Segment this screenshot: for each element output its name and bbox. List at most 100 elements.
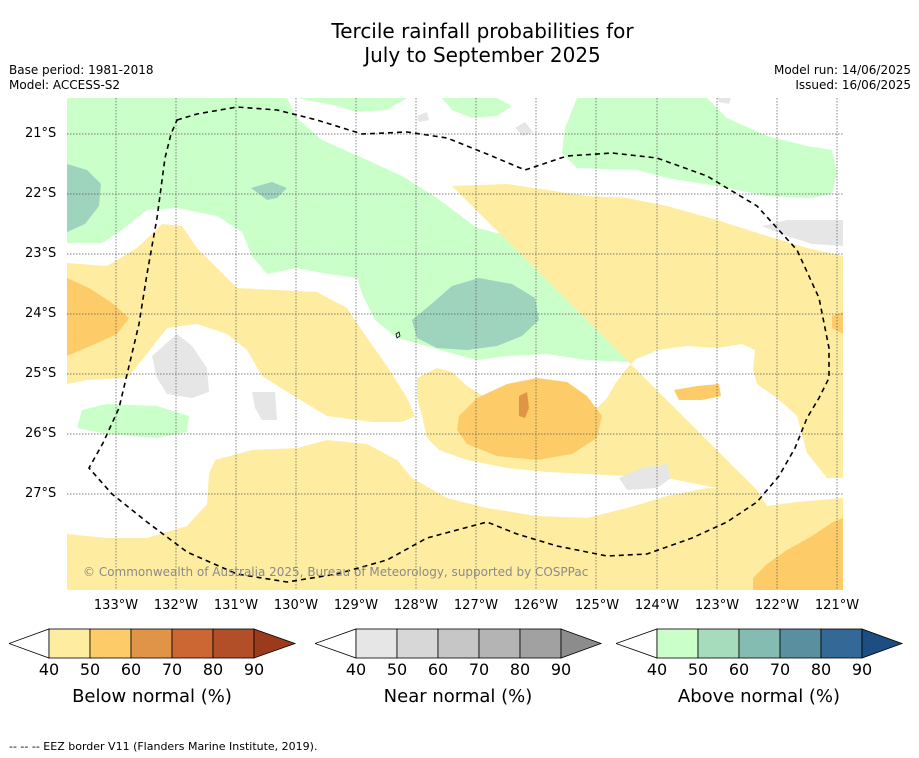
- lon-label-122w: 122°W: [754, 598, 800, 613]
- near-normal-50-regions: [152, 98, 843, 490]
- cbar-near-arrow-low: [315, 628, 357, 659]
- cbar-below-tick: 70: [161, 660, 183, 679]
- cbar-above-tick: 70: [769, 660, 791, 679]
- below60-far-east: [832, 312, 843, 334]
- eez-legend-note: -- -- -- EEZ border V11 (Flanders Marine…: [9, 740, 318, 753]
- lon-label-125w: 125°W: [574, 598, 620, 613]
- title-line-1: Tercile rainfall probabilities for: [331, 19, 634, 43]
- cbar-above-seg-3: [738, 628, 781, 659]
- cbar-near-seg-1: [355, 628, 398, 659]
- cbar-below-tick: 60: [120, 660, 142, 679]
- above60-small-north: [251, 182, 287, 200]
- colorbar-above-title: Above normal (%): [677, 686, 841, 707]
- lon-label-126w: 126°W: [513, 598, 559, 613]
- cbar-near-tick: 40: [345, 660, 367, 679]
- cbar-near-seg-5: [519, 628, 562, 659]
- colorbar-below-title: Below normal (%): [72, 686, 232, 707]
- below-region-east: [67, 184, 843, 590]
- cbar-near-arrow-high: [560, 628, 603, 659]
- cbar-above-arrow-low: [616, 628, 658, 659]
- near-region-southeast: [619, 464, 671, 490]
- below60-east-small: [674, 384, 721, 400]
- map-copyright: © Commonwealth of Australia 2025, Bureau…: [83, 565, 588, 579]
- cbar-above-tick: 80: [810, 660, 832, 679]
- contour-mark-1: [395, 331, 401, 339]
- title-line-2: July to September 2025: [364, 43, 601, 67]
- near-region-top-1: [417, 112, 429, 122]
- lon-label-129w: 129°W: [333, 598, 379, 613]
- near-region-top-3: [717, 98, 731, 104]
- lon-label-124w: 124°W: [634, 598, 680, 613]
- cbar-below-seg-4: [171, 628, 214, 659]
- near-region-west-small: [252, 392, 277, 420]
- lon-label-121w: 121°W: [814, 598, 860, 613]
- near-region-top-2: [515, 122, 533, 136]
- lat-label-23s: 23°S: [25, 246, 57, 261]
- cbar-below-seg-1: [48, 628, 91, 659]
- cbar-above-tick: 60: [728, 660, 750, 679]
- cbar-above-tick: 40: [646, 660, 668, 679]
- cbar-near-seg-3: [437, 628, 480, 659]
- cbar-below-arrow-low: [9, 628, 50, 659]
- above60-west: [67, 164, 101, 232]
- cbar-above-tick: 90: [851, 660, 873, 679]
- cbar-below-tick: 80: [202, 660, 224, 679]
- lon-label-128w: 128°W: [393, 598, 439, 613]
- cbar-below-tick: 90: [243, 660, 265, 679]
- lon-label-130w: 130°W: [273, 598, 319, 613]
- chart-title: Tercile rainfall probabilities for July …: [0, 19, 919, 67]
- lat-label-25s: 25°S: [25, 366, 57, 381]
- colorbar-near-title: Near normal (%): [383, 686, 533, 707]
- near-region-west: [152, 334, 209, 398]
- below60-southeast: [753, 518, 843, 590]
- lon-label-131w: 131°W: [213, 598, 259, 613]
- cbar-above-arrow-high: [861, 628, 904, 659]
- near-region-east: [762, 220, 843, 246]
- metadata-right: Model run: 14/06/2025 Issued: 16/06/2025: [774, 63, 911, 93]
- cbar-above-seg-2: [697, 628, 740, 659]
- below-normal-60-regions: [67, 278, 843, 590]
- lat-label-26s: 26°S: [25, 426, 57, 441]
- probability-map: © Commonwealth of Australia 2025, Bureau…: [67, 98, 843, 590]
- cbar-above-tick: 50: [687, 660, 709, 679]
- cbar-near-tick: 80: [509, 660, 531, 679]
- cbar-below-tick: 50: [79, 660, 101, 679]
- cbar-below-tick: 40: [38, 660, 60, 679]
- lat-label-21s: 21°S: [25, 126, 57, 141]
- lon-label-133w: 133°W: [93, 598, 139, 613]
- cbar-above-seg-4: [779, 628, 822, 659]
- model-run: Model run: 14/06/2025: [773, 63, 911, 77]
- cbar-near-tick: 70: [468, 660, 490, 679]
- cbar-above-seg-1: [656, 628, 699, 659]
- cbar-below-seg-2: [89, 628, 132, 659]
- lon-label-123w: 123°W: [694, 598, 740, 613]
- lon-label-127w: 127°W: [453, 598, 499, 613]
- below60-west: [67, 278, 129, 356]
- cbar-near-tick: 90: [550, 660, 572, 679]
- below70-central: [519, 392, 529, 418]
- cbar-below-arrow-high: [253, 628, 297, 659]
- metadata-left: Base period: 1981-2018 Model: ACCESS-S2: [9, 63, 154, 93]
- cbar-near-seg-2: [396, 628, 439, 659]
- grid-lines: [67, 98, 843, 590]
- issued-date: Issued: 16/06/2025: [795, 78, 911, 92]
- colorbar-near-normal: [315, 628, 603, 659]
- below-region-west: [67, 224, 415, 422]
- colorbar-above-normal: [616, 628, 904, 659]
- above-region-west: [77, 404, 189, 438]
- below60-central: [457, 378, 602, 460]
- cbar-above-seg-5: [820, 628, 863, 659]
- base-period: Base period: 1981-2018: [9, 63, 154, 77]
- lat-label-22s: 22°S: [25, 186, 57, 201]
- lat-label-27s: 27°S: [25, 486, 57, 501]
- cbar-below-seg-3: [130, 628, 173, 659]
- cbar-near-tick: 50: [386, 660, 408, 679]
- lat-label-24s: 24°S: [25, 306, 57, 321]
- above-region-ne: [562, 98, 837, 198]
- above-region-north-2: [297, 98, 407, 112]
- lon-label-132w: 132°W: [153, 598, 199, 613]
- cbar-near-tick: 60: [427, 660, 449, 679]
- above-region-top-middle: [442, 98, 512, 118]
- cbar-below-seg-5: [212, 628, 255, 659]
- model-name: Model: ACCESS-S2: [9, 78, 121, 92]
